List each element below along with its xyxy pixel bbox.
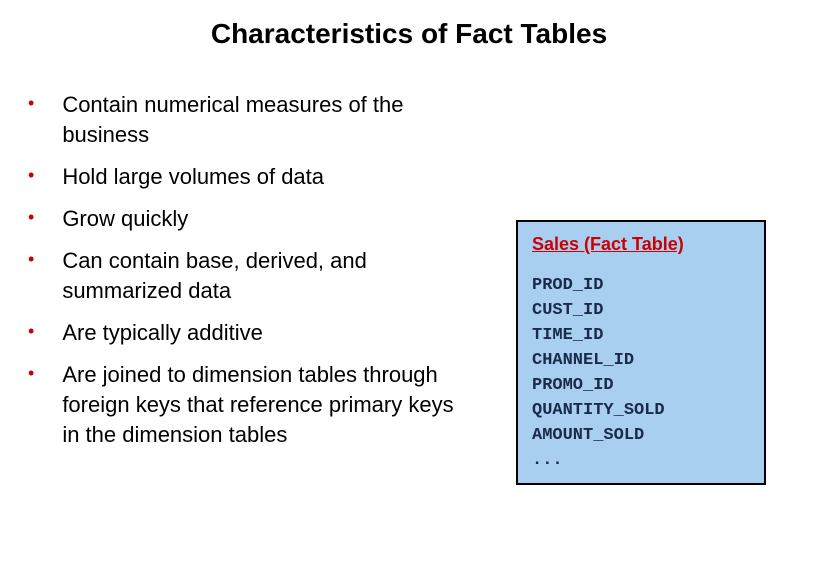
bullet-icon: •	[28, 204, 34, 231]
bullet-icon: •	[28, 318, 34, 345]
bullet-icon: •	[28, 246, 34, 273]
bullet-icon: •	[28, 360, 34, 387]
bullet-text: Are joined to dimension tables through f…	[62, 360, 468, 450]
bullet-text: Can contain base, derived, and summarize…	[62, 246, 468, 306]
bullet-icon: •	[28, 162, 34, 189]
list-item: • Grow quickly	[28, 204, 468, 234]
bullet-text: Grow quickly	[62, 204, 188, 234]
fact-table-columns: PROD_ID CUST_ID TIME_ID CHANNEL_ID PROMO…	[532, 273, 750, 473]
fact-table-box: Sales (Fact Table) PROD_ID CUST_ID TIME_…	[516, 220, 766, 485]
bullet-text: Hold large volumes of data	[62, 162, 324, 192]
list-item: • Hold large volumes of data	[28, 162, 468, 192]
list-item: • Can contain base, derived, and summari…	[28, 246, 468, 306]
content-area: • Contain numerical measures of the busi…	[0, 90, 818, 450]
fact-table-header: Sales (Fact Table)	[532, 234, 750, 255]
bullet-text: Are typically additive	[62, 318, 263, 348]
list-item: • Are typically additive	[28, 318, 468, 348]
bullet-icon: •	[28, 90, 34, 117]
bullet-text: Contain numerical measures of the busine…	[62, 90, 468, 150]
list-item: • Contain numerical measures of the busi…	[28, 90, 468, 150]
slide-title: Characteristics of Fact Tables	[0, 0, 818, 90]
list-item: • Are joined to dimension tables through…	[28, 360, 468, 450]
bullet-list: • Contain numerical measures of the busi…	[28, 90, 468, 450]
